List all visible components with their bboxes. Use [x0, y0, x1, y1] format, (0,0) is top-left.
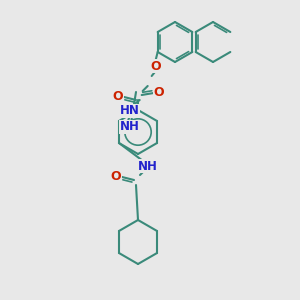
Text: HN: HN [120, 104, 140, 118]
Text: NH: NH [120, 121, 140, 134]
Text: O: O [113, 91, 123, 103]
Text: O: O [111, 170, 121, 184]
Text: NH: NH [138, 160, 158, 172]
Text: O: O [150, 59, 161, 73]
Text: O: O [153, 86, 164, 100]
